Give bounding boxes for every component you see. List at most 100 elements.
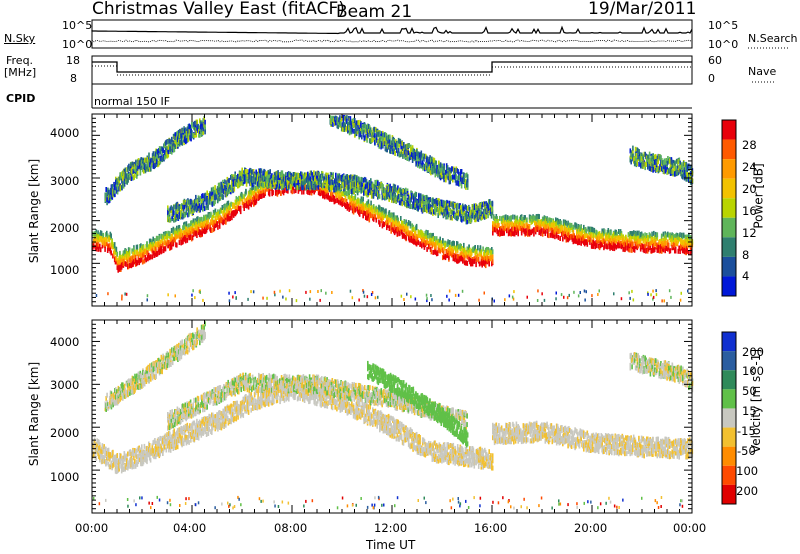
power-cell [388, 225, 391, 231]
power-cell [288, 183, 291, 189]
power-cell [444, 242, 447, 248]
power-cell [295, 188, 297, 194]
power-cell [312, 175, 314, 181]
power-cell [183, 236, 185, 242]
power-cell [583, 239, 586, 245]
power-cell [197, 223, 199, 228]
power-cell [396, 221, 399, 227]
power-cell [108, 197, 111, 203]
power-cell [470, 253, 472, 258]
power-cell [373, 189, 376, 194]
power-cell [372, 183, 375, 189]
power-cell [367, 199, 370, 205]
power-cell [399, 225, 401, 231]
power-cell [274, 174, 277, 180]
power-cell [369, 212, 371, 218]
power-cell [170, 146, 172, 152]
power-cell [368, 217, 371, 223]
power-cell [352, 176, 355, 181]
power-cell [669, 248, 672, 254]
power-cell [343, 186, 346, 192]
power-cell [118, 259, 120, 265]
power-cell [579, 226, 582, 232]
power-cell [155, 236, 158, 242]
power-cell [116, 263, 119, 269]
power-cell [519, 222, 521, 228]
power-cell [125, 176, 128, 182]
power-cell [398, 188, 400, 194]
power-cell [381, 190, 383, 196]
power-cell [315, 178, 318, 184]
power-cell [463, 260, 466, 266]
velocity-ytick: 3000 [50, 378, 80, 392]
power-cell [276, 178, 278, 184]
power-cell [340, 195, 343, 201]
power-cell [332, 182, 334, 188]
power-cell [496, 223, 498, 229]
power-cell [587, 237, 589, 243]
power-cell [350, 205, 352, 211]
power-cell [315, 175, 318, 180]
power-cell [364, 177, 367, 183]
nsky-trace [91, 25, 693, 35]
power-cell [447, 252, 449, 258]
power-cell [430, 240, 433, 246]
power-cell [142, 252, 145, 258]
power-cell [513, 220, 516, 226]
power-cell [287, 171, 290, 177]
power-cell [639, 238, 641, 244]
power-cell [306, 177, 308, 183]
power-cell [469, 259, 471, 265]
power-cell [404, 228, 406, 234]
power-cell [353, 181, 355, 187]
power-cell [156, 153, 158, 159]
power-cell [185, 210, 187, 216]
power-cell [468, 244, 470, 250]
power-cell [180, 134, 183, 139]
power-cell [212, 200, 215, 206]
power-cell [636, 240, 638, 246]
power-cell [206, 190, 208, 196]
power-cell [163, 153, 165, 159]
power-cell [417, 229, 420, 235]
power-cell [555, 226, 557, 232]
power-cell [607, 240, 610, 246]
power-cell [282, 178, 285, 184]
power-cell [655, 234, 658, 240]
power-cell [407, 230, 410, 236]
power-cell [344, 175, 347, 181]
power-cell [290, 177, 292, 183]
power-cell [370, 204, 372, 210]
power-cell [336, 198, 338, 204]
power-cell [382, 194, 384, 200]
power-cell [469, 247, 471, 253]
power-cell [163, 156, 165, 162]
power-cell [240, 175, 243, 181]
power-cell [239, 193, 242, 199]
power-cell [257, 181, 259, 187]
power-cell [192, 133, 195, 139]
power-cell [226, 191, 229, 197]
power-cell [164, 149, 166, 155]
power-cell [506, 220, 508, 226]
power-cell [463, 255, 466, 261]
power-cell [167, 210, 170, 216]
power-cell [368, 184, 370, 189]
power-cell [372, 204, 375, 210]
power-cell [135, 160, 137, 166]
power-cell [335, 185, 338, 191]
power-cell [629, 241, 631, 247]
power-cell [338, 182, 341, 188]
power-cell [653, 247, 656, 253]
power-cell [333, 196, 336, 201]
power-cell [136, 169, 139, 175]
power-cell [243, 170, 245, 176]
power-cell [440, 244, 442, 250]
power-cell [546, 228, 548, 234]
nsky-tick-bottom: 10^0 [62, 38, 93, 51]
power-cell [337, 194, 340, 200]
power-cell [502, 215, 505, 221]
power-cell [356, 198, 358, 204]
power-cell [461, 246, 463, 251]
power-cell [391, 195, 394, 201]
